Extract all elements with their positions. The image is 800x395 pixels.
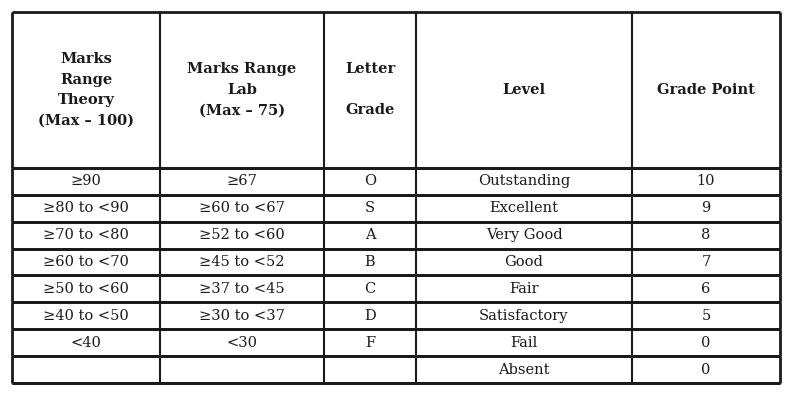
Text: ≥40 to <50: ≥40 to <50: [43, 309, 129, 323]
Text: Marks Range
Lab
(Max – 75): Marks Range Lab (Max – 75): [187, 62, 297, 117]
Bar: [12, 303, 780, 329]
Text: ≥70 to <80: ≥70 to <80: [43, 228, 129, 242]
Text: S: S: [365, 201, 375, 215]
Text: Fail: Fail: [510, 336, 538, 350]
Text: Fair: Fair: [509, 282, 539, 296]
Bar: [12, 12, 780, 168]
Text: ≥60 to <67: ≥60 to <67: [199, 201, 285, 215]
Text: 10: 10: [697, 174, 715, 188]
Text: Outstanding: Outstanding: [478, 174, 570, 188]
Bar: [12, 168, 780, 195]
Text: C: C: [364, 282, 376, 296]
Text: <40: <40: [70, 336, 102, 350]
Text: ≥30 to <37: ≥30 to <37: [199, 309, 285, 323]
Text: F: F: [365, 336, 375, 350]
Bar: [12, 222, 780, 248]
Text: <30: <30: [226, 336, 258, 350]
Text: ≥52 to <60: ≥52 to <60: [199, 228, 285, 242]
Text: Satisfactory: Satisfactory: [479, 309, 569, 323]
Text: O: O: [364, 174, 376, 188]
Text: ≥80 to <90: ≥80 to <90: [43, 201, 129, 215]
Text: D: D: [364, 309, 376, 323]
Text: ≥67: ≥67: [226, 174, 258, 188]
Bar: [12, 275, 780, 303]
Text: 8: 8: [702, 228, 710, 242]
Text: B: B: [365, 255, 375, 269]
Text: Very Good: Very Good: [486, 228, 562, 242]
Text: Level: Level: [502, 83, 546, 97]
Bar: [12, 248, 780, 275]
Text: 9: 9: [702, 201, 710, 215]
Text: 0: 0: [702, 363, 710, 377]
Bar: [12, 195, 780, 222]
Bar: [12, 329, 780, 356]
Text: A: A: [365, 228, 375, 242]
Text: ≥60 to <70: ≥60 to <70: [43, 255, 129, 269]
Text: Marks
Range
Theory
(Max – 100): Marks Range Theory (Max – 100): [38, 52, 134, 128]
Text: Absent: Absent: [498, 363, 550, 377]
Text: 0: 0: [702, 336, 710, 350]
Text: 5: 5: [702, 309, 710, 323]
Text: ≥90: ≥90: [70, 174, 102, 188]
Text: 6: 6: [702, 282, 710, 296]
Text: 7: 7: [702, 255, 710, 269]
Text: Excellent: Excellent: [490, 201, 558, 215]
Text: Grade Point: Grade Point: [657, 83, 755, 97]
Bar: [12, 356, 780, 383]
Text: Letter

Grade: Letter Grade: [345, 62, 395, 117]
Text: ≥50 to <60: ≥50 to <60: [43, 282, 129, 296]
Text: ≥37 to <45: ≥37 to <45: [199, 282, 285, 296]
Text: Good: Good: [505, 255, 543, 269]
Text: ≥45 to <52: ≥45 to <52: [199, 255, 285, 269]
